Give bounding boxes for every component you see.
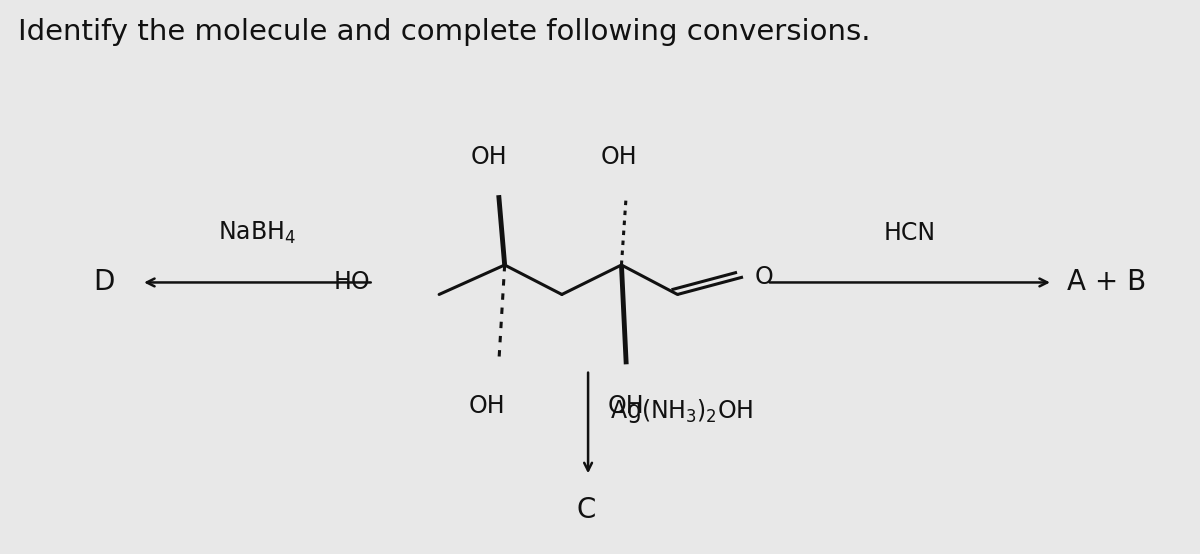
Text: C: C [576,496,595,524]
Text: O: O [755,265,774,289]
Text: A + B: A + B [1067,269,1146,296]
Text: HCN: HCN [883,222,936,245]
Text: OH: OH [601,145,637,169]
Text: OH: OH [608,394,644,418]
Text: Identify the molecule and complete following conversions.: Identify the molecule and complete follo… [18,18,871,46]
Text: D: D [94,269,115,296]
Text: OH: OH [470,145,508,169]
Text: NaBH$_4$: NaBH$_4$ [218,220,295,247]
Text: HO: HO [334,270,370,295]
Text: Ag(NH$_3$)$_2$OH: Ag(NH$_3$)$_2$OH [610,397,752,425]
Text: OH: OH [468,394,505,418]
